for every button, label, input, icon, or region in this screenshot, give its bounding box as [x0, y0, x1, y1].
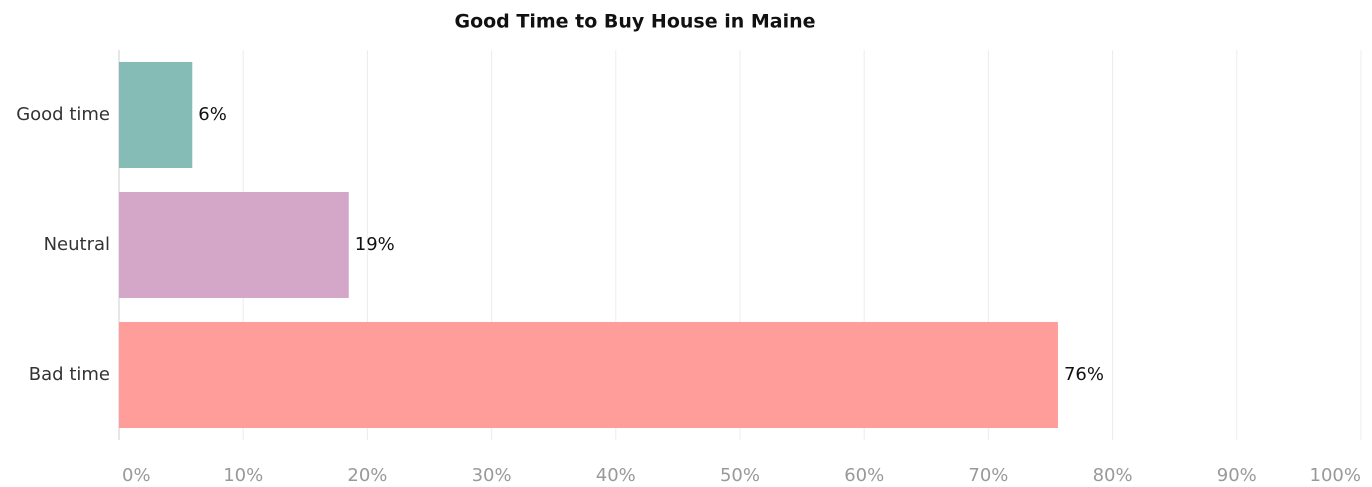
x-tick-label: 70% [968, 465, 1008, 486]
bar [119, 322, 1058, 428]
x-tick-label: 100% [1310, 465, 1361, 486]
x-tick-label: 90% [1217, 465, 1257, 486]
data-label: 6% [198, 104, 227, 125]
x-tick-label: 0% [122, 465, 151, 486]
bar [119, 62, 193, 168]
data-label: 76% [1064, 364, 1104, 385]
x-tick-label: 60% [844, 465, 884, 486]
x-tick-label: 50% [720, 465, 760, 486]
bar [119, 192, 349, 298]
data-label: 19% [355, 234, 395, 255]
x-tick-label: 10% [223, 465, 263, 486]
x-tick-label: 30% [472, 465, 512, 486]
y-tick-label: Bad time [29, 364, 110, 385]
x-tick-label: 40% [596, 465, 636, 486]
y-tick-label: Good time [16, 104, 110, 125]
x-tick-label: 80% [1093, 465, 1133, 486]
x-tick-label: 20% [347, 465, 387, 486]
chart-title: Good Time to Buy House in Maine [454, 11, 815, 33]
y-tick-label: Neutral [44, 234, 110, 255]
